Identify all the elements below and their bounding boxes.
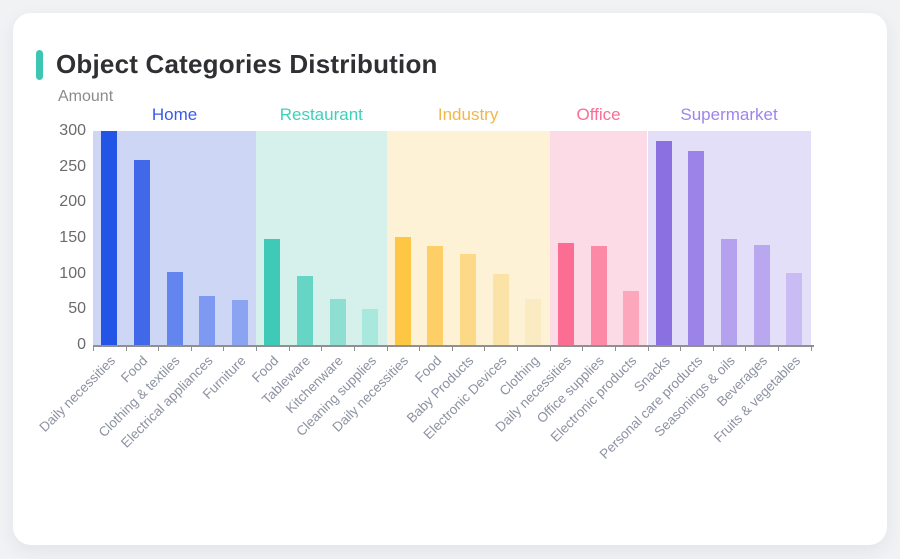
bar-home-food[interactable]	[133, 159, 150, 345]
bar-restaurant-food[interactable]	[264, 238, 281, 345]
y-axis-name: Amount	[58, 88, 114, 105]
bar-supermarket-fruits-vegetables[interactable]	[786, 272, 803, 345]
bar-supermarket-personal-care-products[interactable]	[688, 150, 705, 345]
bar-supermarket-beverages[interactable]	[753, 245, 770, 345]
bar-restaurant-tableware[interactable]	[297, 275, 314, 345]
bar-industry-food[interactable]	[427, 245, 444, 345]
bar-supermarket-snacks[interactable]	[655, 140, 672, 345]
bar-home-furniture[interactable]	[231, 300, 248, 345]
bar-office-electronic-products[interactable]	[623, 290, 640, 345]
bar-industry-clothing[interactable]	[525, 299, 542, 345]
chart-header: Object Categories Distribution	[36, 49, 438, 80]
bar-home-clothing-textiles[interactable]	[166, 272, 183, 345]
bar-restaurant-cleaning-supplies[interactable]	[362, 308, 379, 345]
bar-office-office-supplies[interactable]	[590, 245, 607, 345]
bar-industry-electronic-devices[interactable]	[492, 273, 509, 345]
bar-restaurant-kitchenware[interactable]	[329, 298, 346, 345]
bar-industry-daily-necessities[interactable]	[394, 237, 411, 345]
chart-title: Object Categories Distribution	[56, 49, 438, 79]
bar-supermarket-seasonings-oils[interactable]	[721, 238, 738, 345]
bar-office-daily-necessities[interactable]	[557, 242, 574, 345]
bar-industry-baby-products[interactable]	[460, 254, 477, 345]
bar-home-daily-necessities[interactable]	[101, 131, 118, 345]
bar-home-electrical-appliances[interactable]	[199, 296, 216, 345]
title-accent-bar	[36, 49, 43, 80]
